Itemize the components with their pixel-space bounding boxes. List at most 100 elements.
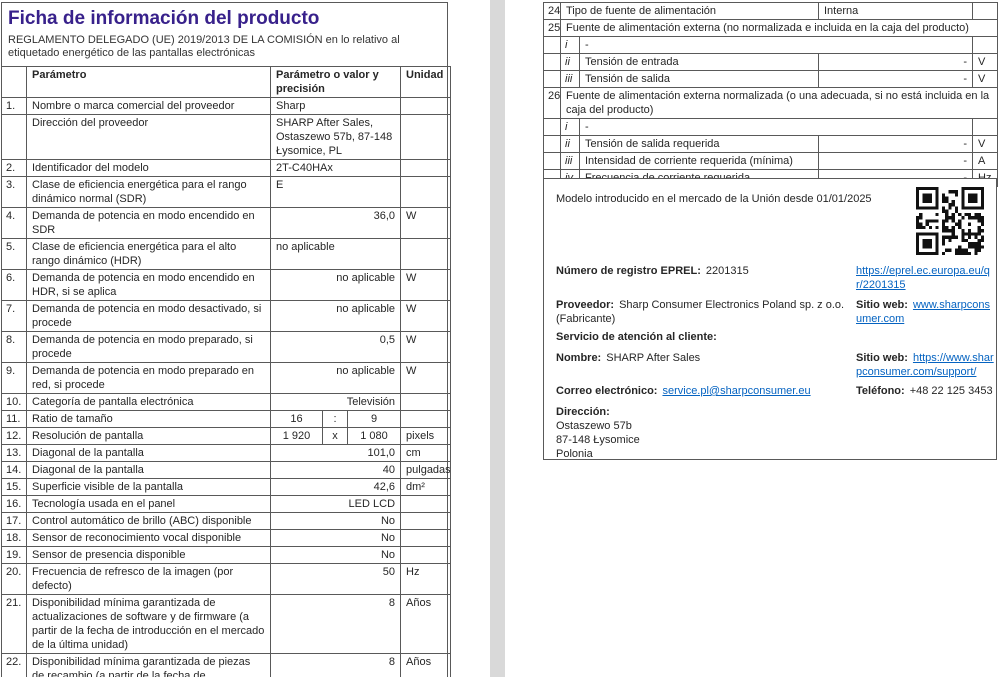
website1-label: Sitio web: (856, 299, 908, 311)
table-row: Dirección del proveedor SHARP After Sales… (1, 114, 452, 160)
param-roman: iii (560, 152, 580, 170)
table-row: 18. Sensor de reconocimiento vocal dispon… (1, 529, 452, 547)
param-roman: i (560, 36, 580, 54)
table-row: 2. Identificador del modelo 2T-C40HAx (1, 159, 452, 177)
param-label: Demanda de potencia en modo preparado en… (26, 362, 271, 394)
param-value-part: 9 (346, 410, 402, 428)
param-value-part: x (322, 427, 348, 445)
table-row: 16. Tecnología usada en el panel LED LCD (1, 495, 452, 513)
param-value: no aplicable (269, 362, 402, 394)
address-line: Polonia (556, 448, 593, 460)
phone-label: Teléfono: (856, 385, 905, 397)
param-unit (400, 529, 452, 547)
param-value: LED LCD (269, 495, 402, 513)
param-label: Clase de eficiencia energética para el r… (26, 176, 271, 208)
table-row: iii Tensión de salida - V (543, 70, 998, 88)
param-number: 17. (1, 512, 27, 530)
param-label: Disponibilidad mínima garantizada de act… (26, 594, 271, 654)
supplier-name: Sharp Consumer Electronics Poland sp. z … (556, 299, 845, 325)
param-roman: i (560, 118, 580, 136)
website1-link[interactable]: www.sharpconsumer.com (856, 299, 990, 325)
param-value-part: 1 080 (346, 427, 402, 445)
param-value: no aplicable (269, 269, 402, 301)
table-row: i- (543, 118, 998, 136)
param-unit: Años (400, 653, 452, 677)
param-label: Fuente de alimentación externa normaliza… (560, 87, 998, 119)
param-number (543, 135, 561, 153)
param-unit: W (400, 300, 452, 332)
param-roman: iii (560, 70, 580, 88)
page-gutter (490, 0, 505, 677)
eprel-info-box: Modelo introducido en el mercado de la U… (543, 178, 997, 460)
param-value: no aplicable (269, 300, 402, 332)
param-label: Categoría de pantalla electrónica (26, 393, 271, 411)
email-label: Correo electrónico: (556, 385, 658, 397)
table-row: 13. Diagonal de la pantalla 101,0 cm (1, 444, 452, 462)
param-number: 19. (1, 546, 27, 564)
param-unit (400, 410, 452, 428)
param-value: 50 (269, 563, 402, 595)
param-roman: ii (560, 53, 580, 71)
param-unit (972, 118, 998, 136)
table-row: 22. Disponibilidad mínima garantizada de … (1, 653, 452, 677)
param-value: No (269, 512, 402, 530)
param-roman: ii (560, 135, 580, 153)
param-number: 20. (1, 563, 27, 595)
website2-label: Sitio web: (856, 352, 908, 364)
header-num-cell (1, 66, 27, 98)
param-unit (400, 176, 452, 208)
param-label: Diagonal de la pantalla (26, 444, 271, 462)
param-number: 14. (1, 461, 27, 479)
eprel-url-link[interactable]: https://eprel.ec.europa.eu/qr/2201315 (856, 265, 990, 291)
table-row: ii Tensión de salida requerida - V (543, 135, 998, 153)
param-label: Superficie visible de la pantalla (26, 478, 271, 496)
power-supply-table: 24.Tipo de fuente de alimentaciónInterna… (543, 2, 998, 187)
eprel-number: 2201315 (705, 265, 749, 277)
param-value: - (818, 53, 973, 71)
param-number: 10. (1, 393, 27, 411)
param-value: - (818, 135, 973, 153)
table-row: 15. Superficie visible de la pantalla 42,6… (1, 478, 452, 496)
param-number: 18. (1, 529, 27, 547)
param-value: 8 (269, 594, 402, 654)
param-label: Demanda de potencia en modo preparado, s… (26, 331, 271, 363)
param-number: 7. (1, 300, 27, 332)
param-label: Disponibilidad mínima garantizada de pie… (26, 653, 271, 677)
param-unit: W (400, 269, 452, 301)
param-number: 1. (1, 97, 27, 115)
param-label: Demanda de potencia en modo encendido en… (26, 207, 271, 239)
param-label: Intensidad de corriente requerida (mínim… (579, 152, 819, 170)
table-row: 6. Demanda de potencia en modo encendido … (1, 269, 452, 301)
page-subtitle: REGLAMENTO DELEGADO (UE) 2019/2013 DE LA… (8, 34, 400, 59)
qr-code-icon (916, 187, 984, 255)
website2-link[interactable]: https://www.sharpconsumer.com/support/ (856, 352, 994, 378)
param-label: Clase de eficiencia energética para el a… (26, 238, 271, 270)
table-row: 20. Frecuencia de refresco de la imagen (… (1, 563, 452, 595)
phone-value: +48 22 125 3453 (909, 385, 993, 397)
param-label: Nombre o marca comercial del proveedor (26, 97, 271, 115)
param-label: Tipo de fuente de alimentación (560, 2, 819, 20)
param-label: - (579, 118, 973, 136)
param-value-part: 16 (270, 410, 323, 428)
table-header-row: Parámetro Parámetro o valor y precisión … (1, 66, 452, 98)
page-right: 24.Tipo de fuente de alimentaciónInterna… (543, 2, 998, 187)
table-row: 21. Disponibilidad mínima garantizada de … (1, 594, 452, 654)
param-number: 25. (543, 19, 561, 37)
param-number (543, 118, 561, 136)
param-label: Tecnología usada en el panel (26, 495, 271, 513)
email-link[interactable]: service.pl@sharpconsumer.eu (662, 385, 811, 397)
table-row: iii Intensidad de corriente requerida (mí… (543, 152, 998, 170)
param-label: Frecuencia de refresco de la imagen (por… (26, 563, 271, 595)
table-row: 8. Demanda de potencia en modo preparado,… (1, 331, 452, 363)
param-number: 2. (1, 159, 27, 177)
page-title: Ficha de información del producto (8, 8, 320, 29)
param-value: No (269, 546, 402, 564)
address-line: 87-148 Łysomice (556, 434, 640, 446)
param-value: No (269, 529, 402, 547)
param-number: 26. (543, 87, 561, 119)
param-number (1, 114, 27, 160)
param-unit: pixels (400, 427, 452, 445)
param-value: - (818, 70, 973, 88)
table-row: 10. Categoría de pantalla electrónica Tele… (1, 393, 452, 411)
